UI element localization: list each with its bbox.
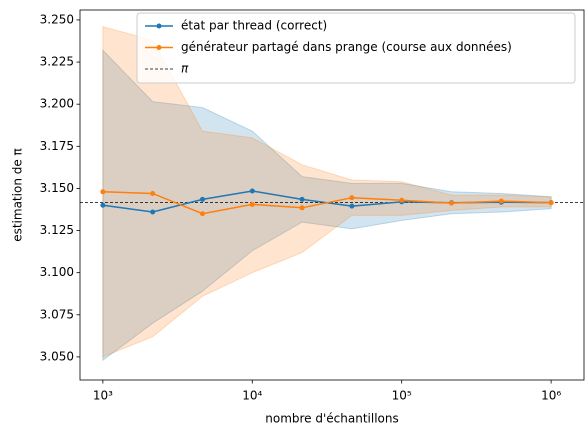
- legend-marker: [156, 23, 162, 29]
- y-tick-label: 3.125: [40, 223, 74, 237]
- point: [249, 188, 255, 194]
- legend-label: π: [181, 62, 189, 76]
- point: [548, 200, 554, 206]
- y-tick-label: 3.175: [40, 139, 74, 153]
- series-line: [102, 191, 552, 215]
- point: [399, 197, 405, 203]
- point: [100, 189, 106, 195]
- x-axis-label: nombre d'échantillons: [265, 412, 399, 426]
- y-tick-label: 3.100: [40, 265, 74, 279]
- point: [150, 190, 156, 196]
- legend-label: état par thread (correct): [181, 19, 327, 33]
- y-tick-label: 3.200: [40, 97, 74, 111]
- point: [349, 195, 355, 201]
- x-tick-label: 10⁴: [242, 389, 262, 403]
- point: [199, 211, 205, 217]
- point: [299, 205, 305, 211]
- point: [299, 196, 305, 202]
- x-tick-label: 10³: [93, 389, 113, 403]
- confidence-band: [102, 26, 552, 358]
- point: [349, 203, 355, 209]
- point: [449, 200, 455, 206]
- y-tick-label: 3.075: [40, 307, 74, 321]
- confidence-band: [102, 49, 552, 362]
- y-axis-label: estimation de π: [11, 148, 25, 242]
- y-tick-label: 3.150: [40, 181, 74, 195]
- y-tick-label: 3.225: [40, 55, 74, 69]
- legend-label: générateur partagé dans prange (course a…: [181, 40, 512, 54]
- y-tick-label: 3.050: [40, 349, 74, 363]
- legend-marker: [156, 45, 162, 50]
- point: [100, 202, 106, 208]
- y-tick-label: 3.250: [40, 12, 74, 26]
- plot-frame: [79, 9, 585, 381]
- x-tick-label: 10⁶: [541, 389, 561, 403]
- point: [498, 198, 504, 204]
- legend-box: [136, 12, 576, 84]
- point: [199, 196, 205, 202]
- x-tick-label: 10⁵: [392, 389, 412, 403]
- point: [150, 209, 156, 215]
- point: [249, 201, 255, 207]
